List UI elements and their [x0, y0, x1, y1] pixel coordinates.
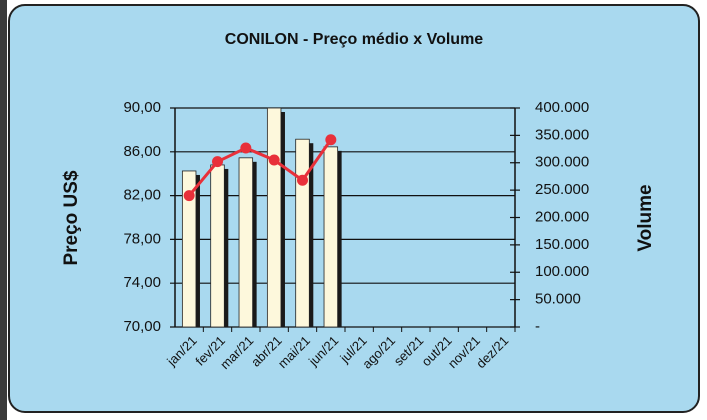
y2-tick-label: 150.000: [535, 236, 589, 253]
y2-axis-label: Volume: [635, 184, 656, 251]
price-line: [188, 138, 333, 197]
y2-tick-label: 250.000: [535, 181, 589, 198]
y2-tick-label: 400.000: [535, 99, 589, 116]
y2-tick-label: 100.000: [535, 263, 589, 280]
bar: [181, 170, 197, 328]
bar: [323, 146, 339, 328]
y-axis-label: Preço US$: [61, 170, 82, 265]
y-tick-label: 78,00: [123, 230, 161, 247]
y-tick-label: 82,00: [123, 187, 161, 204]
y-tick-label: 90,00: [123, 99, 161, 116]
bar: [266, 107, 282, 328]
y-tick-label: 74,00: [123, 274, 161, 291]
bar: [238, 157, 254, 328]
price-point: [212, 156, 223, 168]
chart-title: CONILON - Preço médio x Volume: [225, 31, 484, 48]
y-tick-label: 70,00: [123, 318, 161, 335]
y2-tick-label: 200.000: [535, 208, 589, 225]
y-tick-label: 86,00: [123, 143, 161, 160]
price-point: [183, 190, 195, 202]
chart-frame: [8, 4, 700, 413]
price-point: [268, 154, 280, 166]
y2-tick-label: 50.000: [535, 291, 581, 308]
edge-strip: [0, 0, 7, 420]
y2-tick-label: 300.000: [535, 154, 589, 171]
bar: [295, 138, 310, 328]
price-point: [297, 174, 308, 186]
y2-tick-label: 350.000: [535, 126, 589, 143]
price-point: [240, 142, 252, 154]
bar: [210, 164, 225, 328]
y2-tick-label: -: [535, 318, 540, 335]
price-point: [325, 134, 337, 146]
